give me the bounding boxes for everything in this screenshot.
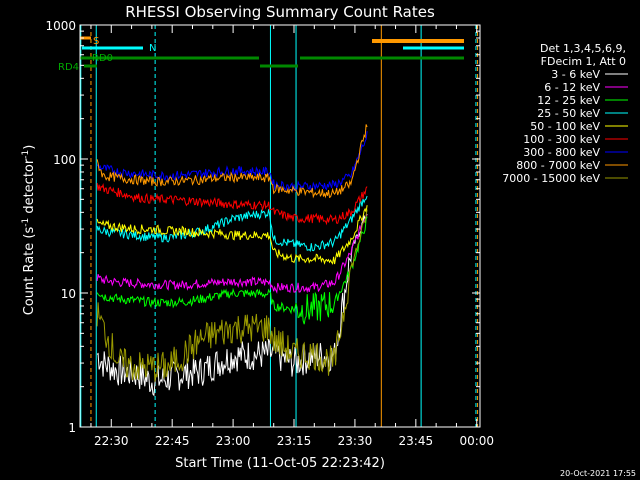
series-line-8 [96, 209, 368, 382]
x-tick-label-2: 23:00 [216, 434, 251, 448]
legend-label-5: 100 - 300 keV [523, 133, 600, 146]
series-line-7 [96, 124, 368, 199]
legend-label-3: 25 - 50 keV [537, 107, 600, 120]
x-tick-label-0: 22:30 [94, 434, 129, 448]
flag-label-rd4: RD4 [58, 62, 79, 73]
flag-label-s: S [93, 36, 99, 47]
y-tick-label-1: 10 [61, 287, 76, 301]
x-axis: 22:30 22:45 23:00 23:15 23:30 23:45 00:00 [90, 25, 494, 448]
legend-header-1: Det 1,3,4,5,6,9, [540, 42, 626, 55]
chart-title: RHESSI Observing Summary Count Rates [125, 3, 435, 21]
y-axis-label: Count Rate (s-1 detector-1) [21, 145, 37, 316]
legend-label-0: 3 - 6 keV [551, 68, 600, 81]
x-tick-label-6: 00:00 [459, 434, 494, 448]
y-axis: 1 10 100 1000 [45, 19, 480, 435]
legend-label-8: 7000 - 15000 keV [502, 172, 600, 185]
legend: Det 1,3,4,5,6,9, FDecim 1, Att 0 3 - 6 k… [502, 42, 628, 185]
flag-bars [80, 36, 464, 68]
x-tick-label-4: 23:30 [338, 434, 373, 448]
x-axis-label: Start Time (11-Oct-05 22:23:42) [175, 456, 385, 471]
series-line-2 [96, 216, 368, 325]
series-line-5 [96, 182, 368, 226]
x-tick-label-1: 22:45 [155, 434, 190, 448]
series-line-0 [96, 213, 368, 397]
legend-label-4: 50 - 100 keV [530, 120, 600, 133]
series-line-3 [96, 195, 368, 253]
series-layer [96, 124, 368, 397]
y-tick-label-2: 100 [53, 153, 76, 167]
series-line-1 [96, 214, 368, 294]
footer-date: 20-Oct-2021 17:55 [560, 469, 636, 478]
plot-frame [79, 24, 481, 428]
series-line-6 [96, 131, 368, 193]
x-tick-label-3: 23:15 [277, 434, 312, 448]
flag-label-n: N [149, 43, 156, 54]
legend-label-2: 12 - 25 keV [537, 94, 600, 107]
flag-label-rd0: RD0 [92, 53, 113, 64]
x-tick-label-5: 23:45 [399, 434, 434, 448]
legend-label-1: 6 - 12 keV [544, 81, 600, 94]
legend-label-6: 300 - 800 keV [523, 146, 600, 159]
legend-header-2: FDecim 1, Att 0 [541, 55, 626, 68]
y-tick-label-3: 1000 [45, 19, 76, 33]
y-tick-label-0: 1 [68, 421, 76, 435]
series-line-4 [96, 205, 368, 265]
legend-label-7: 800 - 7000 keV [516, 159, 600, 172]
